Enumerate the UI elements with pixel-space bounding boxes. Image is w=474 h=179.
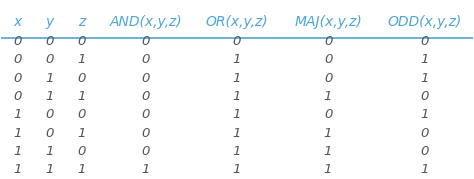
Text: 1: 1 bbox=[324, 127, 332, 140]
Text: 0: 0 bbox=[78, 72, 86, 85]
Text: 1: 1 bbox=[142, 163, 150, 176]
Text: 0: 0 bbox=[142, 108, 150, 121]
Text: 0: 0 bbox=[233, 35, 241, 48]
Text: AND(x,y,z): AND(x,y,z) bbox=[109, 15, 182, 29]
Text: 0: 0 bbox=[142, 72, 150, 85]
Text: 0: 0 bbox=[324, 108, 332, 121]
Text: 0: 0 bbox=[324, 53, 332, 66]
Text: 1: 1 bbox=[46, 145, 54, 158]
Text: 0: 0 bbox=[13, 53, 22, 66]
Text: 1: 1 bbox=[78, 53, 86, 66]
Text: y: y bbox=[46, 15, 54, 29]
Text: z: z bbox=[78, 15, 85, 29]
Text: 1: 1 bbox=[78, 163, 86, 176]
Text: 0: 0 bbox=[46, 53, 54, 66]
Text: 0: 0 bbox=[420, 127, 428, 140]
Text: 0: 0 bbox=[324, 72, 332, 85]
Text: 1: 1 bbox=[233, 163, 241, 176]
Text: 0: 0 bbox=[142, 53, 150, 66]
Text: 0: 0 bbox=[13, 35, 22, 48]
Text: 1: 1 bbox=[420, 72, 428, 85]
Text: 0: 0 bbox=[142, 145, 150, 158]
Text: 0: 0 bbox=[420, 145, 428, 158]
Text: 1: 1 bbox=[233, 127, 241, 140]
Text: 1: 1 bbox=[233, 53, 241, 66]
Text: OR(x,y,z): OR(x,y,z) bbox=[206, 15, 268, 29]
Text: 0: 0 bbox=[46, 127, 54, 140]
Text: 1: 1 bbox=[13, 163, 22, 176]
Text: 1: 1 bbox=[233, 72, 241, 85]
Text: 1: 1 bbox=[233, 108, 241, 121]
Text: 0: 0 bbox=[13, 90, 22, 103]
Text: 1: 1 bbox=[13, 145, 22, 158]
Text: 0: 0 bbox=[46, 35, 54, 48]
Text: 0: 0 bbox=[78, 108, 86, 121]
Text: 1: 1 bbox=[233, 90, 241, 103]
Text: 1: 1 bbox=[13, 108, 22, 121]
Text: 1: 1 bbox=[46, 72, 54, 85]
Text: 1: 1 bbox=[78, 127, 86, 140]
Text: 0: 0 bbox=[420, 35, 428, 48]
Text: x: x bbox=[13, 15, 22, 29]
Text: 0: 0 bbox=[46, 108, 54, 121]
Text: 1: 1 bbox=[46, 90, 54, 103]
Text: 1: 1 bbox=[324, 90, 332, 103]
Text: 1: 1 bbox=[324, 145, 332, 158]
Text: 1: 1 bbox=[46, 163, 54, 176]
Text: 1: 1 bbox=[233, 145, 241, 158]
Text: 0: 0 bbox=[142, 90, 150, 103]
Text: 0: 0 bbox=[324, 35, 332, 48]
Text: 1: 1 bbox=[78, 90, 86, 103]
Text: MAJ(x,y,z): MAJ(x,y,z) bbox=[294, 15, 362, 29]
Text: 1: 1 bbox=[420, 108, 428, 121]
Text: 0: 0 bbox=[78, 145, 86, 158]
Text: 1: 1 bbox=[420, 163, 428, 176]
Text: 0: 0 bbox=[13, 72, 22, 85]
Text: 0: 0 bbox=[142, 35, 150, 48]
Text: 1: 1 bbox=[13, 127, 22, 140]
Text: 0: 0 bbox=[78, 35, 86, 48]
Text: 0: 0 bbox=[420, 90, 428, 103]
Text: 1: 1 bbox=[324, 163, 332, 176]
Text: 1: 1 bbox=[420, 53, 428, 66]
Text: 0: 0 bbox=[142, 127, 150, 140]
Text: ODD(x,y,z): ODD(x,y,z) bbox=[387, 15, 462, 29]
